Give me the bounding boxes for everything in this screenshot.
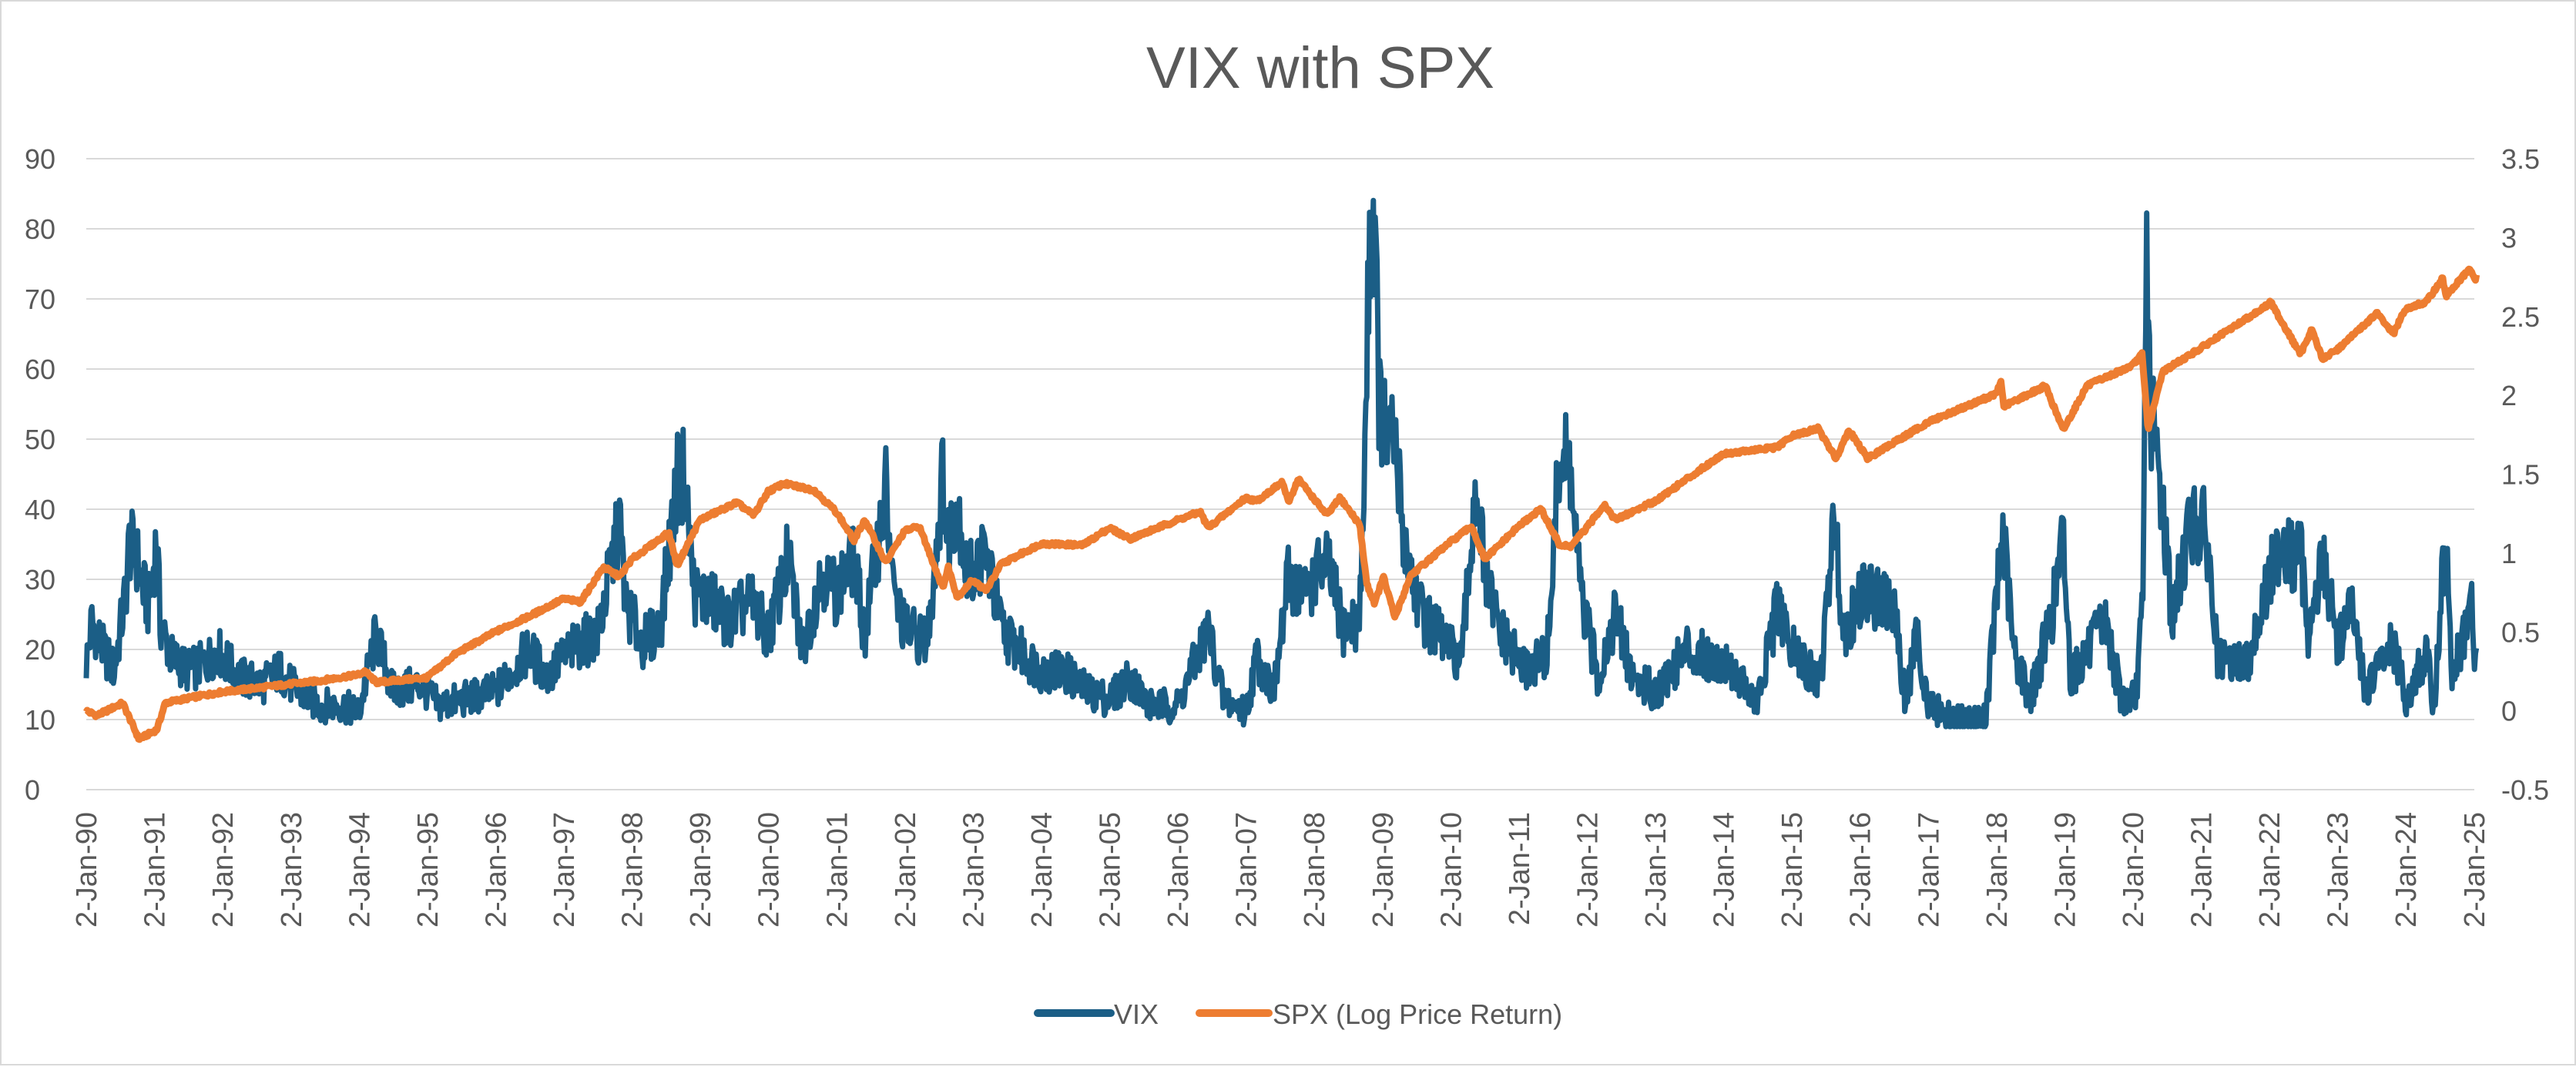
y-right-tick-label: 1: [2501, 538, 2517, 569]
series-layer: [83, 197, 2480, 743]
x-tick-label: 2-Jan-08: [1299, 812, 1331, 928]
y-left-tick-label: 90: [25, 143, 55, 175]
right-axis-ticks: -0.5 0 0.5 1 1.5 2 2.5 3 3.5: [2501, 143, 2549, 806]
x-tick-label: 2-Jan-96: [480, 812, 512, 928]
x-tick-label: 2-Jan-99: [685, 812, 717, 928]
y-right-tick-label: 2: [2501, 380, 2517, 411]
y-left-tick-label: 70: [25, 284, 55, 315]
left-axis-ticks: 0 10 20 30 40 50 60 70 80 90: [25, 143, 55, 806]
x-tick-label: 2-Jan-07: [1231, 812, 1263, 928]
grid-layer: [86, 158, 2474, 790]
x-tick-label: 2-Jan-06: [1162, 812, 1195, 928]
y-right-tick-label: 3: [2501, 222, 2517, 253]
x-tick-label: 2-Jan-17: [1913, 812, 1945, 928]
x-tick-label: 2-Jan-95: [412, 812, 444, 928]
spx-series-line: [83, 265, 2480, 743]
chart-title: VIX with SPX: [1146, 35, 1494, 101]
legend-spx-label: SPX (Log Price Return): [1273, 998, 1562, 1030]
vix-series-line: [83, 197, 2480, 730]
y-left-tick-label: 60: [25, 354, 55, 385]
x-tick-label: 2-Jan-05: [1095, 812, 1127, 928]
x-tick-label: 2-Jan-02: [890, 812, 922, 928]
x-tick-label: 2-Jan-97: [548, 812, 581, 928]
y-right-tick-label: 1.5: [2501, 459, 2540, 491]
y-left-tick-label: 20: [25, 634, 55, 666]
y-right-tick-label: -0.5: [2501, 774, 2549, 806]
x-tick-label: 2-Jan-20: [2118, 812, 2150, 928]
y-left-tick-label: 50: [25, 424, 55, 455]
x-tick-label: 2-Jan-03: [958, 812, 990, 928]
x-tick-label: 2-Jan-14: [1709, 812, 1741, 928]
x-tick-label: 2-Jan-98: [617, 812, 649, 928]
x-tick-label: 2-Jan-24: [2390, 812, 2423, 928]
x-tick-label: 2-Jan-04: [1026, 812, 1058, 928]
x-tick-label: 2-Jan-91: [139, 812, 172, 928]
x-tick-label: 2-Jan-22: [2254, 812, 2286, 928]
legend-vix-label: VIX: [1114, 998, 1159, 1030]
y-left-tick-label: 0: [25, 774, 40, 806]
x-tick-label: 2-Jan-09: [1367, 812, 1400, 928]
x-tick-label: 2-Jan-11: [1504, 812, 1536, 925]
x-tick-label: 2-Jan-15: [1776, 812, 1809, 928]
y-left-tick-label: 30: [25, 564, 55, 596]
y-left-tick-label: 10: [25, 704, 55, 736]
x-tick-label: 2-Jan-93: [276, 812, 308, 928]
x-axis-ticks: 2-Jan-90 2-Jan-91 2-Jan-92 2-Jan-93 2-Jan-94…: [71, 812, 2491, 928]
y-right-tick-label: 0: [2501, 696, 2517, 727]
x-tick-label: 2-Jan-10: [1435, 812, 1467, 928]
x-tick-label: 2-Jan-94: [344, 812, 376, 928]
y-right-tick-label: 0.5: [2501, 616, 2540, 648]
x-tick-label: 2-Jan-21: [2186, 812, 2219, 928]
x-tick-label: 2-Jan-23: [2323, 812, 2355, 928]
x-tick-label: 2-Jan-90: [71, 812, 103, 928]
x-tick-label: 2-Jan-25: [2459, 812, 2491, 928]
x-tick-label: 2-Jan-00: [753, 812, 786, 928]
x-tick-label: 2-Jan-13: [1640, 812, 1672, 928]
x-tick-label: 2-Jan-18: [1981, 812, 2014, 928]
y-right-tick-label: 2.5: [2501, 301, 2540, 333]
legend: VIX SPX (Log Price Return): [1034, 998, 1562, 1030]
y-left-tick-label: 80: [25, 213, 55, 245]
x-tick-label: 2-Jan-01: [821, 812, 854, 928]
y-right-tick-label: 3.5: [2501, 143, 2540, 175]
x-tick-label: 2-Jan-12: [1571, 812, 1604, 928]
x-tick-label: 2-Jan-16: [1845, 812, 1877, 928]
x-tick-label: 2-Jan-19: [2049, 812, 2081, 928]
x-tick-label: 2-Jan-92: [207, 812, 240, 928]
y-left-tick-label: 40: [25, 494, 55, 525]
